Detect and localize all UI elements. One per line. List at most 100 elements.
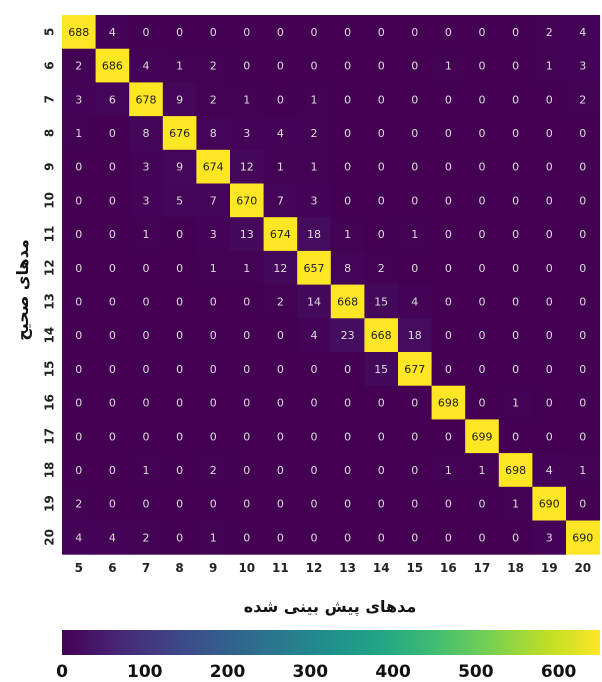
heatmap-cell <box>162 486 197 521</box>
heatmap-cell <box>263 149 298 184</box>
heatmap-cell <box>330 520 365 555</box>
heatmap-cell <box>95 250 130 286</box>
heatmap-cell <box>398 520 433 555</box>
cell-value-label: 0 <box>479 262 486 275</box>
heatmap-cell <box>95 453 130 488</box>
cell-value-label: 2 <box>75 498 82 511</box>
heatmap-cell <box>62 183 97 218</box>
cell-value-label: 0 <box>411 60 418 73</box>
cell-value-label: 0 <box>75 228 82 241</box>
heatmap-cell <box>263 284 298 319</box>
y-tick-label: 16 <box>43 394 57 411</box>
heatmap-cell <box>129 183 164 218</box>
heatmap-cell <box>95 352 130 387</box>
heatmap-cell <box>62 385 97 420</box>
heatmap-cell <box>62 486 97 521</box>
heatmap-cell <box>566 217 601 252</box>
heatmap-cell <box>566 250 601 286</box>
cell-value-label: 0 <box>479 93 486 106</box>
y-axis-title: مدهای صحیح <box>13 239 32 341</box>
heatmap-cell <box>230 419 265 454</box>
y-tick-label: 19 <box>43 495 57 512</box>
heatmap-cell <box>263 183 298 218</box>
cell-value-label: 0 <box>512 531 519 544</box>
cell-value-label: 1 <box>243 93 250 106</box>
heatmap-cell <box>364 520 399 555</box>
heatmap-cell <box>196 250 231 286</box>
heatmap-cell <box>297 149 332 184</box>
heatmap-cell <box>330 250 365 286</box>
cell-value-label: 0 <box>210 363 217 376</box>
heatmap-cell <box>465 520 500 555</box>
heatmap-cell <box>398 486 433 521</box>
heatmap-cell <box>297 183 332 218</box>
cell-value-label: 0 <box>311 464 318 477</box>
heatmap-cell <box>263 385 298 420</box>
heatmap-cell <box>129 520 164 555</box>
cell-value-label: 1 <box>311 161 318 174</box>
heatmap-cell <box>297 486 332 521</box>
cell-value-label: 0 <box>210 295 217 308</box>
cell-value-label: 0 <box>176 262 183 275</box>
cell-value-label: 1 <box>445 60 452 73</box>
cell-value-label: 0 <box>311 498 318 511</box>
cell-value-label: 1 <box>479 464 486 477</box>
cell-value-label: 0 <box>546 161 553 174</box>
cell-value-label: 0 <box>546 397 553 410</box>
cell-value-label: 0 <box>479 498 486 511</box>
cell-value-label: 3 <box>210 228 217 241</box>
heatmap-cell <box>263 520 298 555</box>
heatmap-cell <box>364 284 399 319</box>
cell-value-label: 0 <box>243 498 250 511</box>
heatmap-cell <box>196 352 231 387</box>
heatmap-cell <box>263 217 298 252</box>
colorbar-tick-label: 600 <box>541 662 577 682</box>
cell-value-label: 0 <box>411 397 418 410</box>
heatmap-cell <box>162 419 197 454</box>
cell-value-label: 0 <box>75 363 82 376</box>
heatmap-cell <box>263 453 298 488</box>
heatmap-cell <box>196 48 231 83</box>
heatmap-cell <box>398 149 433 184</box>
cell-value-label: 0 <box>378 498 385 511</box>
cell-value-label: 4 <box>546 464 553 477</box>
cell-value-label: 0 <box>344 531 351 544</box>
cell-value-label: 0 <box>75 329 82 342</box>
heatmap-cell <box>465 453 500 488</box>
cell-value-label: 1 <box>143 464 150 477</box>
cell-value-label: 0 <box>378 161 385 174</box>
heatmap-cell <box>162 318 197 353</box>
cell-value-label: 0 <box>311 397 318 410</box>
heatmap-cell <box>95 284 130 319</box>
heatmap-cell <box>162 116 197 151</box>
cell-value-label: 0 <box>579 363 586 376</box>
heatmap-cell <box>532 15 567 50</box>
heatmap-cell <box>566 385 601 420</box>
heatmap-cell <box>532 453 567 488</box>
heatmap-cell <box>398 183 433 218</box>
heatmap-cell <box>431 15 466 50</box>
heatmap-cell <box>230 15 265 50</box>
cell-value-label: 0 <box>277 363 284 376</box>
cell-value-label: 0 <box>344 430 351 443</box>
colorbar-tick-label: 200 <box>210 662 246 682</box>
cell-value-label: 1 <box>579 464 586 477</box>
heatmap-cell <box>230 453 265 488</box>
cell-value-label: 0 <box>243 464 250 477</box>
heatmap-cell <box>196 284 231 319</box>
heatmap-cell <box>297 419 332 454</box>
x-tick-label: 9 <box>209 561 217 575</box>
x-tick-label: 7 <box>142 561 150 575</box>
heatmap-cell <box>330 284 365 319</box>
cell-value-label: 3 <box>243 127 250 140</box>
cell-value-label: 0 <box>512 363 519 376</box>
cell-value-label: 3 <box>579 60 586 73</box>
cell-value-label: 0 <box>411 464 418 477</box>
colorbar-tick-label: 0 <box>56 662 68 682</box>
y-tick-labels: 5 6 7 8 9 10 11 12 13 14 15 16 17 18 19 20 <box>43 28 57 546</box>
heatmap-cell <box>431 48 466 83</box>
colorbar <box>62 630 600 655</box>
cell-value-label: 0 <box>109 262 116 275</box>
heatmap-cell <box>162 520 197 555</box>
heatmap-cell <box>129 149 164 184</box>
